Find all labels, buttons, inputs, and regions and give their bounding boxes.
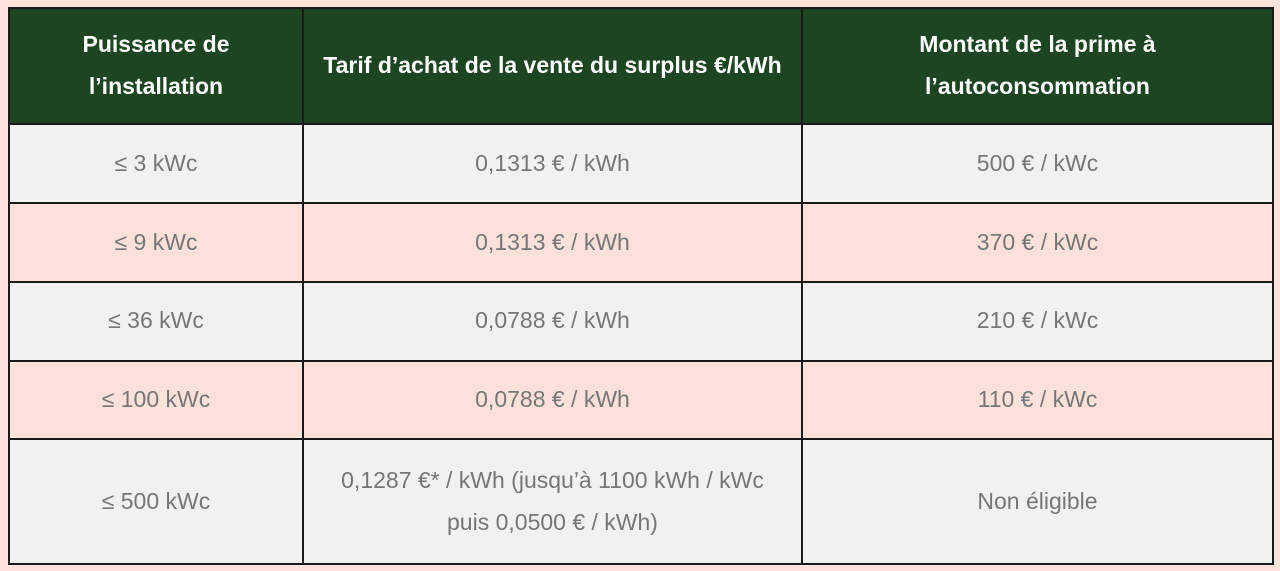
cell-puissance: ≤ 3 kWc xyxy=(8,123,304,204)
table-row-36kwc: ≤ 36 kWc 0,0788 € / kWh 210 € / kWc xyxy=(8,280,1274,362)
cell-prime: 370 € / kWc xyxy=(801,201,1274,283)
cell-prime: 110 € / kWc xyxy=(801,359,1274,441)
table-row-3kwc: ≤ 3 kWc 0,1313 € / kWh 500 € / kWc xyxy=(8,123,1274,204)
cell-tarif: 0,0788 € / kWh xyxy=(302,280,803,362)
column-header-tarif-achat: Tarif d’achat de la vente du surplus €/k… xyxy=(302,7,803,125)
cell-prime: Non éligible xyxy=(801,438,1274,565)
cell-tarif: 0,1287 €* / kWh (jusqu’à 1100 kWh / kWc … xyxy=(302,438,803,565)
cell-tarif: 0,1313 € / kWh xyxy=(302,123,803,204)
table-row-500kwc: ≤ 500 kWc 0,1287 €* / kWh (jusqu’à 1100 … xyxy=(8,438,1274,565)
table-row-9kwc: ≤ 9 kWc 0,1313 € / kWh 370 € / kWc xyxy=(8,201,1274,283)
cell-puissance: ≤ 9 kWc xyxy=(8,201,304,283)
cell-prime: 210 € / kWc xyxy=(801,280,1274,362)
cell-prime: 500 € / kWc xyxy=(801,123,1274,204)
column-header-puissance: Puissance de l’installation xyxy=(8,7,304,125)
cell-puissance: ≤ 36 kWc xyxy=(8,280,304,362)
column-header-prime-autoconsommation: Montant de la prime à l’autoconsommation xyxy=(801,7,1274,125)
cell-puissance: ≤ 500 kWc xyxy=(8,438,304,565)
tariff-table: Puissance de l’installation Tarif d’acha… xyxy=(8,7,1274,565)
table-row-100kwc: ≤ 100 kWc 0,0788 € / kWh 110 € / kWc xyxy=(8,359,1274,441)
cell-tarif: 0,0788 € / kWh xyxy=(302,359,803,441)
header-row: Puissance de l’installation Tarif d’acha… xyxy=(8,7,1274,125)
cell-puissance: ≤ 100 kWc xyxy=(8,359,304,441)
cell-tarif: 0,1313 € / kWh xyxy=(302,201,803,283)
